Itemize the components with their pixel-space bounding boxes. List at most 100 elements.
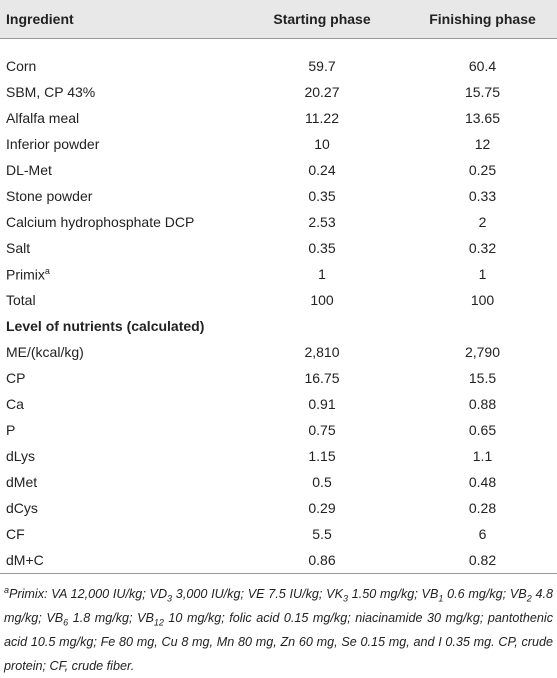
finishing-cell: 0.48 (468, 474, 497, 490)
row: Alfalfa meal 11.22 13.65 (0, 105, 557, 131)
subscript: 6 (63, 617, 69, 628)
header-cell: Finishing phase (408, 0, 557, 39)
starting-cell: 11.22 (305, 110, 339, 126)
starting-cell: 0.35 (308, 240, 336, 256)
label-cell: Inferior powder (0, 131, 236, 157)
row: ME/(kcal/kg) 2,810 2,790 (0, 339, 557, 365)
row: Ca 0.91 0.88 (0, 391, 557, 417)
label-cell: CP (0, 365, 236, 391)
row: Calcium hydrophosphate DCP 2.53 2 (0, 209, 557, 235)
header-cell: Starting phase (236, 0, 408, 39)
label-cell: SBM, CP 43% (0, 79, 236, 105)
label-cell: ME/(kcal/kg) (0, 339, 236, 365)
starting-cell: 0.35 (308, 188, 336, 204)
footnote-text: 1.50 mg/kg; VB (347, 587, 439, 602)
starting-cell: 0.91 (308, 396, 336, 412)
footnote-text: 3,000 IU/kg; VE 7.5 IU/kg; VK (172, 587, 343, 602)
ingredient: ME/(kcal/kg) (6, 344, 84, 360)
label-cell: Ca (0, 391, 236, 417)
finishing-cell: 0.88 (468, 396, 497, 412)
section-cell: Level of nutrients (calculated) (6, 318, 205, 334)
ingredient: Ca (6, 396, 24, 412)
ingredient: DL-Met (6, 162, 52, 178)
ingredient: dCys (6, 500, 38, 516)
finishing-cell: 0.32 (468, 240, 497, 256)
row: dM+C 0.86 0.82 (0, 547, 557, 574)
label-cell: Salt (0, 235, 236, 261)
footnote-text: 4.8 mg/kg; VB (4, 587, 553, 626)
finishing-cell: 0.25 (468, 162, 497, 178)
label-cell: Alfalfa meal (0, 105, 236, 131)
ingredient: dLys (6, 448, 36, 464)
row: Level of nutrients (calculated) (0, 313, 557, 339)
footnote-text: Primix: VA 12,000 IU/kg; VD (9, 587, 168, 602)
label-cell: P (0, 417, 236, 443)
ingredient: CF (6, 526, 25, 542)
footnote-text: 1.8 mg/kg; VB (68, 611, 154, 626)
footnote: aPrimix: VA 12,000 IU/kg; VD3 3,000 IU/k… (0, 574, 557, 678)
row: CF 5.5 6 (0, 521, 557, 547)
finishing-cell: 2,790 (464, 344, 501, 360)
finishing-cell: 1 (478, 266, 487, 282)
label-cell: dMet (0, 469, 236, 495)
finishing-cell: 60.4 (468, 58, 497, 74)
subscript: 2 (526, 593, 532, 604)
label-cell: Primixa (0, 261, 236, 287)
starting-cell: 2.53 (308, 214, 336, 230)
finishing-cell: 100 (470, 292, 495, 308)
label-cell: Stone powder (0, 183, 236, 209)
starting-cell: 0.75 (308, 422, 336, 438)
label-cell: Corn (0, 39, 236, 80)
ingredient: P (6, 422, 16, 438)
ingredient: CP (6, 370, 26, 386)
finishing-cell: 13.65 (464, 110, 501, 126)
finishing-cell: 1.1 (472, 448, 493, 464)
row: CP 16.75 15.5 (0, 365, 557, 391)
starting-cell: 0.29 (308, 500, 336, 516)
footnote-text: 0.6 mg/kg; VB (443, 587, 527, 602)
starting-cell: 0.86 (236, 547, 408, 574)
finishing-cell: 12 (474, 136, 491, 152)
subscript: 3 (342, 593, 348, 604)
row: Inferior powder 10 12 (0, 131, 557, 157)
row: Corn 59.7 60.4 (0, 39, 557, 80)
row: Salt 0.35 0.32 (0, 235, 557, 261)
row: SBM, CP 43% 20.27 15.75 (0, 79, 557, 105)
finishing-cell: 15.5 (468, 370, 497, 386)
starting-cell: 10 (314, 136, 330, 152)
ingredient: SBM, CP 43% (6, 84, 96, 100)
ingredient: Salt (6, 240, 31, 256)
label-cell: CF (0, 521, 236, 547)
ingredient: Primix (6, 266, 45, 283)
ingredient: Calcium hydrophosphate DCP (6, 214, 195, 230)
label-cell: DL-Met (0, 157, 236, 183)
row: dLys 1.15 1.1 (0, 443, 557, 469)
footnote-text: 10 mg/kg; folic acid 0.15 mg/kg; niacina… (4, 611, 553, 674)
row: dMet 0.5 0.48 (0, 469, 557, 495)
table: Ingredient Starting phase Finishing phas… (0, 0, 557, 574)
starting-cell: 20.27 (304, 84, 340, 100)
row: Primixa 1 1 (0, 261, 557, 287)
row: dCys 0.29 0.28 (0, 495, 557, 521)
ingredient: Stone powder (6, 188, 93, 204)
starting-cell: 0.24 (308, 162, 336, 178)
ingredient: Total (6, 292, 36, 308)
row: Stone powder 0.35 0.33 (0, 183, 557, 209)
ingredient: Inferior powder (6, 136, 100, 152)
label-cell: Total (0, 287, 236, 313)
starting-cell: 16.75 (304, 370, 340, 386)
label-cell: Calcium hydrophosphate DCP (0, 209, 236, 235)
starting-cell: 5.5 (312, 526, 332, 542)
footnote-marker: a (4, 585, 10, 595)
label-cell: dLys (0, 443, 236, 469)
starting-cell: 1 (318, 266, 326, 282)
finishing-cell: 0.82 (408, 547, 557, 574)
starting-cell: 59.7 (308, 58, 336, 74)
row: DL-Met 0.24 0.25 (0, 157, 557, 183)
header-cell: Ingredient (0, 0, 236, 39)
ingredient: Corn (6, 58, 37, 74)
finishing-cell: 0.28 (468, 500, 497, 516)
subscript: 3 (167, 593, 173, 604)
label-cell: dCys (0, 495, 236, 521)
